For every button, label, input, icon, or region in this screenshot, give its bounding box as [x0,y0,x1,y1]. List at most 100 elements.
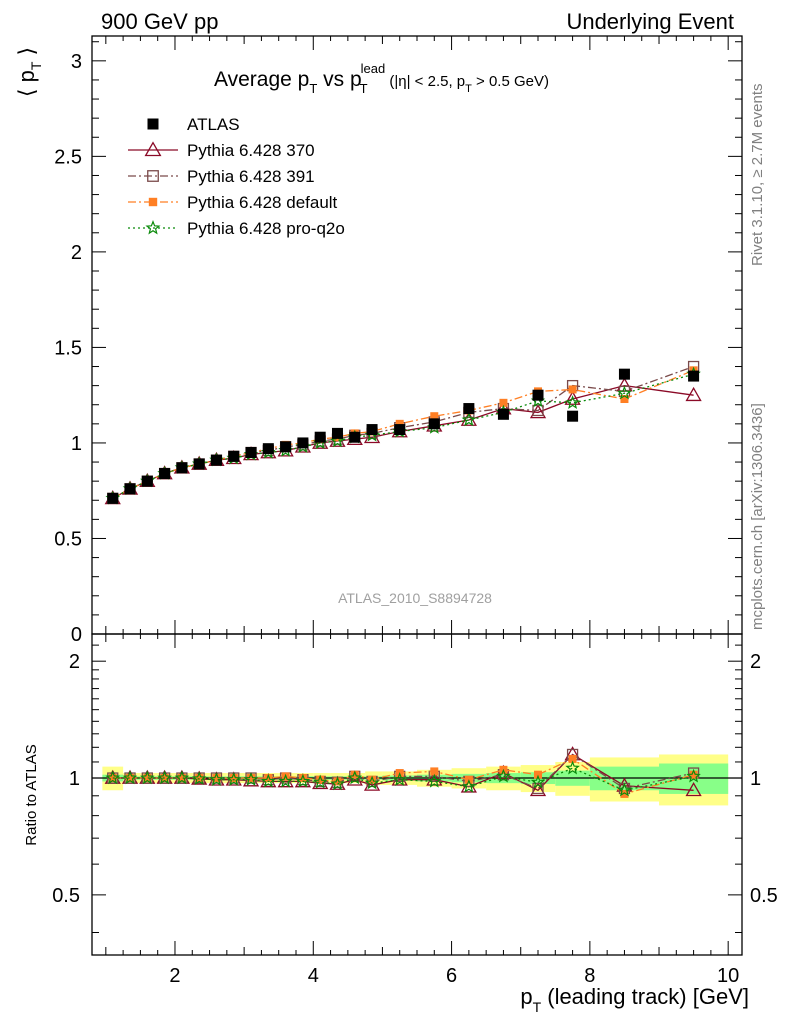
atlas-point [532,389,544,401]
ratio-y-tick-label-right: 1 [750,768,761,790]
x-axis-label: pT (leading track) [GeV] [520,984,749,1015]
filled-square-marker [195,774,204,783]
atlas-point [228,450,240,462]
star-marker [312,774,328,789]
legend-entry-atlas: ATLAS [147,115,240,134]
triangle-marker [685,386,702,402]
legend-entry-default: Pythia 6.428 default [128,193,338,212]
x-tick-label: 10 [717,965,739,987]
filled-square-marker [247,774,256,783]
legend-label: ATLAS [187,115,240,134]
open-square-marker [147,170,159,182]
star-marker [122,770,138,785]
atlas-point [394,424,406,436]
series-line-p370 [112,384,694,499]
filled-square-marker [148,197,158,207]
atlas-point [176,462,188,474]
filled-square-marker [264,774,273,783]
star-marker [330,433,345,448]
star-marker [261,773,276,788]
triangle-marker [529,781,547,797]
atlas-point [147,118,159,130]
star-marker [392,772,407,786]
y-axis-label: ⟨ pT ⟩ [14,47,44,97]
filled-square-marker [689,366,698,375]
y-tick-label: 0 [71,624,82,646]
star-marker [461,779,477,793]
star-marker [565,395,580,410]
legend-entry-proq2o: Pythia 6.428 pro-q2o [128,219,345,238]
triangle-marker [277,773,294,788]
mcplots-label: mcplots.cern.ch [arXiv:1306.3436] [749,403,766,630]
filled-square-marker [350,770,359,779]
atlas-point [497,408,509,420]
atlas-point [314,431,326,443]
y-tick-label: 1.5 [54,337,82,359]
atlas-point [349,431,361,443]
atlas-point [159,468,171,480]
axis-ticks: 2 4 6 8 10 0 0.5 1 1.5 2 2.5 3 0.5 0.5 1 1 2 2 [52,36,778,987]
triangle-marker [144,141,162,157]
ratio-y-tick-label-right: 0.5 [750,885,778,907]
star-marker [686,768,701,783]
filled-square-marker [568,385,577,394]
star-marker [496,768,511,783]
atlas-point [688,370,700,382]
star-marker [278,773,293,788]
open-square-marker [532,782,544,795]
star-marker [461,412,477,427]
filled-square-marker [126,774,135,783]
star-marker [191,771,207,786]
filled-square-marker [229,774,238,783]
star-marker [427,773,442,788]
x-tick-label: 6 [446,965,457,987]
legend-entry-p370: Pythia 6.428 370 [128,141,315,160]
star-marker [617,385,632,400]
star-marker [330,776,345,791]
filled-square-marker [298,774,307,783]
star-marker [347,770,363,785]
atlas-point [567,410,579,422]
star-marker [140,770,155,785]
atlas-point [262,443,274,455]
star-marker [174,770,190,785]
legend-label: Pythia 6.428 391 [187,167,315,186]
ratio-y-tick-label-right: 2 [750,651,761,673]
legend-label: Pythia 6.428 pro-q2o [187,219,345,238]
legend: ATLAS Pythia 6.428 370 Pythia 6.428 391 Pyt… [128,115,345,238]
star-marker [364,775,380,790]
legend-entry-p391: Pythia 6.428 391 [128,167,315,186]
open-square-marker [532,404,544,417]
star-marker [295,773,311,788]
atlas-point [366,424,378,436]
star-marker [530,774,546,789]
atlas-point [297,437,309,449]
ratio-y-tick-label: 0.5 [52,885,80,907]
ratio-axis-label: Ratio to ATLAS [23,744,40,845]
y-tick-label: 0.5 [54,528,82,550]
triangle-marker [564,390,581,405]
triangle-marker [391,771,408,786]
atlas-point [210,454,222,466]
atlas-point [280,441,292,453]
series-line-default [112,369,694,499]
filled-square-marker [430,767,439,776]
filled-square-marker [333,777,342,786]
filled-square-marker [143,774,152,783]
star-marker [565,760,580,775]
star-marker [209,772,224,786]
x-tick-label: 8 [584,965,595,987]
filled-square-marker [212,774,221,783]
filled-square-marker [620,789,629,798]
y-tick-label: 1 [71,433,82,455]
ratio-y-tick-label: 2 [69,651,80,673]
filled-square-marker [620,395,629,404]
filled-square-marker [368,775,377,784]
star-marker [145,220,161,235]
atlas-point [428,418,440,430]
ratio-y-tick-label: 1 [69,768,80,790]
atlas-point [107,492,119,504]
y-tick-label: 3 [71,51,82,73]
